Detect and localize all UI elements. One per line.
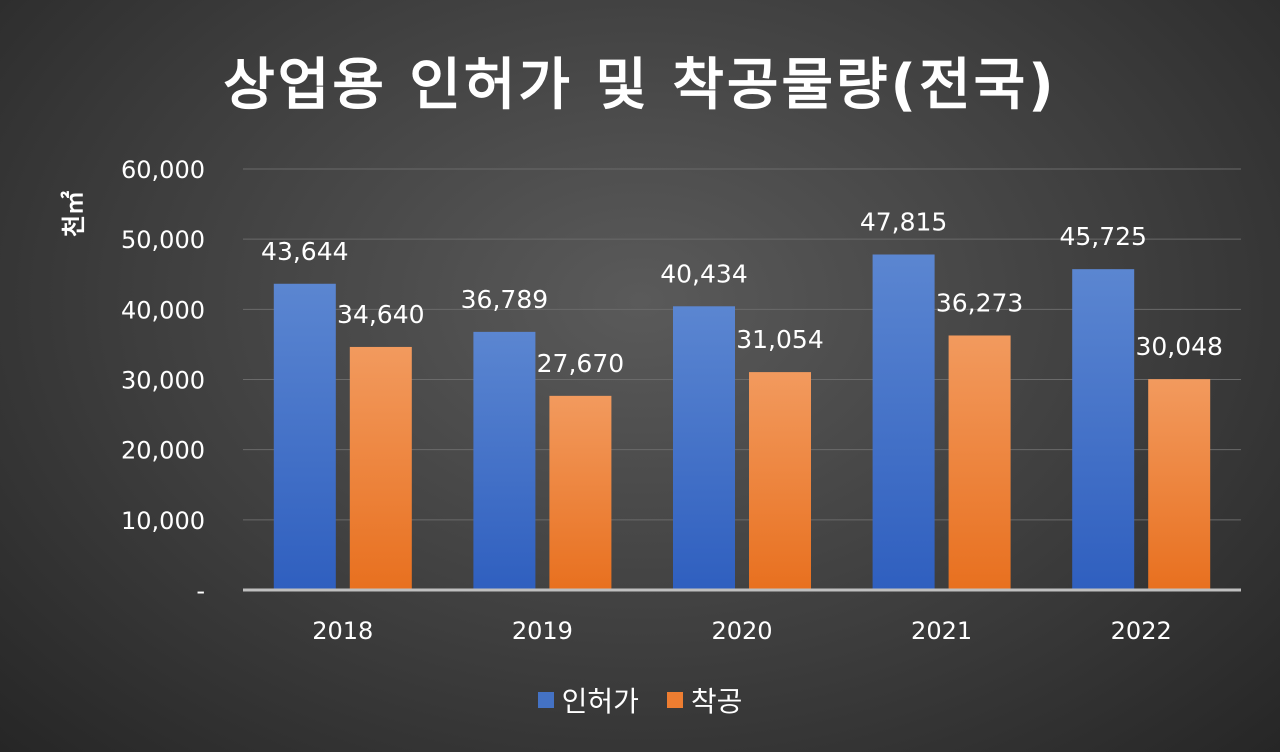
y-axis-label: 천㎡: [60, 191, 88, 237]
bar-starts: [549, 395, 612, 590]
data-label-starts: 36,273: [936, 288, 1023, 317]
legend: 인허가 착공: [0, 680, 1280, 720]
legend-item-starts: 착공: [666, 680, 743, 720]
x-tick-label: 2022: [1111, 617, 1172, 645]
data-label-permits: 45,725: [1059, 222, 1146, 251]
y-tick-label: 20,000: [121, 437, 205, 465]
legend-swatch-starts: [666, 692, 683, 708]
bar-starts: [1148, 379, 1211, 590]
bar-permits: [273, 283, 336, 590]
data-label-permits: 36,789: [461, 285, 548, 314]
data-label-permits: 40,434: [660, 259, 747, 288]
data-label-permits: 47,815: [860, 207, 947, 236]
bar-permits: [1072, 269, 1135, 590]
legend-item-permits: 인허가: [537, 680, 639, 720]
x-tick-label: 2021: [911, 617, 972, 645]
bar-starts: [349, 346, 412, 590]
data-label-starts: 31,054: [736, 325, 823, 354]
legend-label-permits: 인허가: [561, 685, 639, 718]
data-label-starts: 27,670: [537, 349, 624, 378]
bar-permits: [473, 331, 536, 590]
bar-permits: [673, 306, 735, 590]
y-tick-label: 10,000: [121, 507, 205, 535]
x-tick-label: 2020: [711, 617, 772, 645]
bar-starts: [948, 335, 1011, 590]
data-label-permits: 43,644: [261, 237, 348, 266]
x-tick-label: 2019: [512, 617, 573, 645]
data-label-starts: 34,640: [337, 300, 424, 329]
legend-swatch-permits: [537, 692, 554, 708]
y-tick-label: 50,000: [121, 226, 205, 254]
legend-label-starts: 착공: [690, 685, 743, 718]
data-label-starts: 30,048: [1135, 332, 1222, 361]
y-tick-label: -: [196, 577, 205, 605]
y-tick-label: 40,000: [121, 296, 205, 324]
y-tick-label: 30,000: [121, 367, 205, 395]
bar-permits: [872, 254, 935, 590]
bar-starts: [749, 372, 811, 590]
y-tick-label: 60,000: [121, 156, 205, 184]
chart-title: 상업용 인허가 및 착공물량(전국): [223, 53, 1057, 118]
x-tick-label: 2018: [312, 617, 373, 645]
